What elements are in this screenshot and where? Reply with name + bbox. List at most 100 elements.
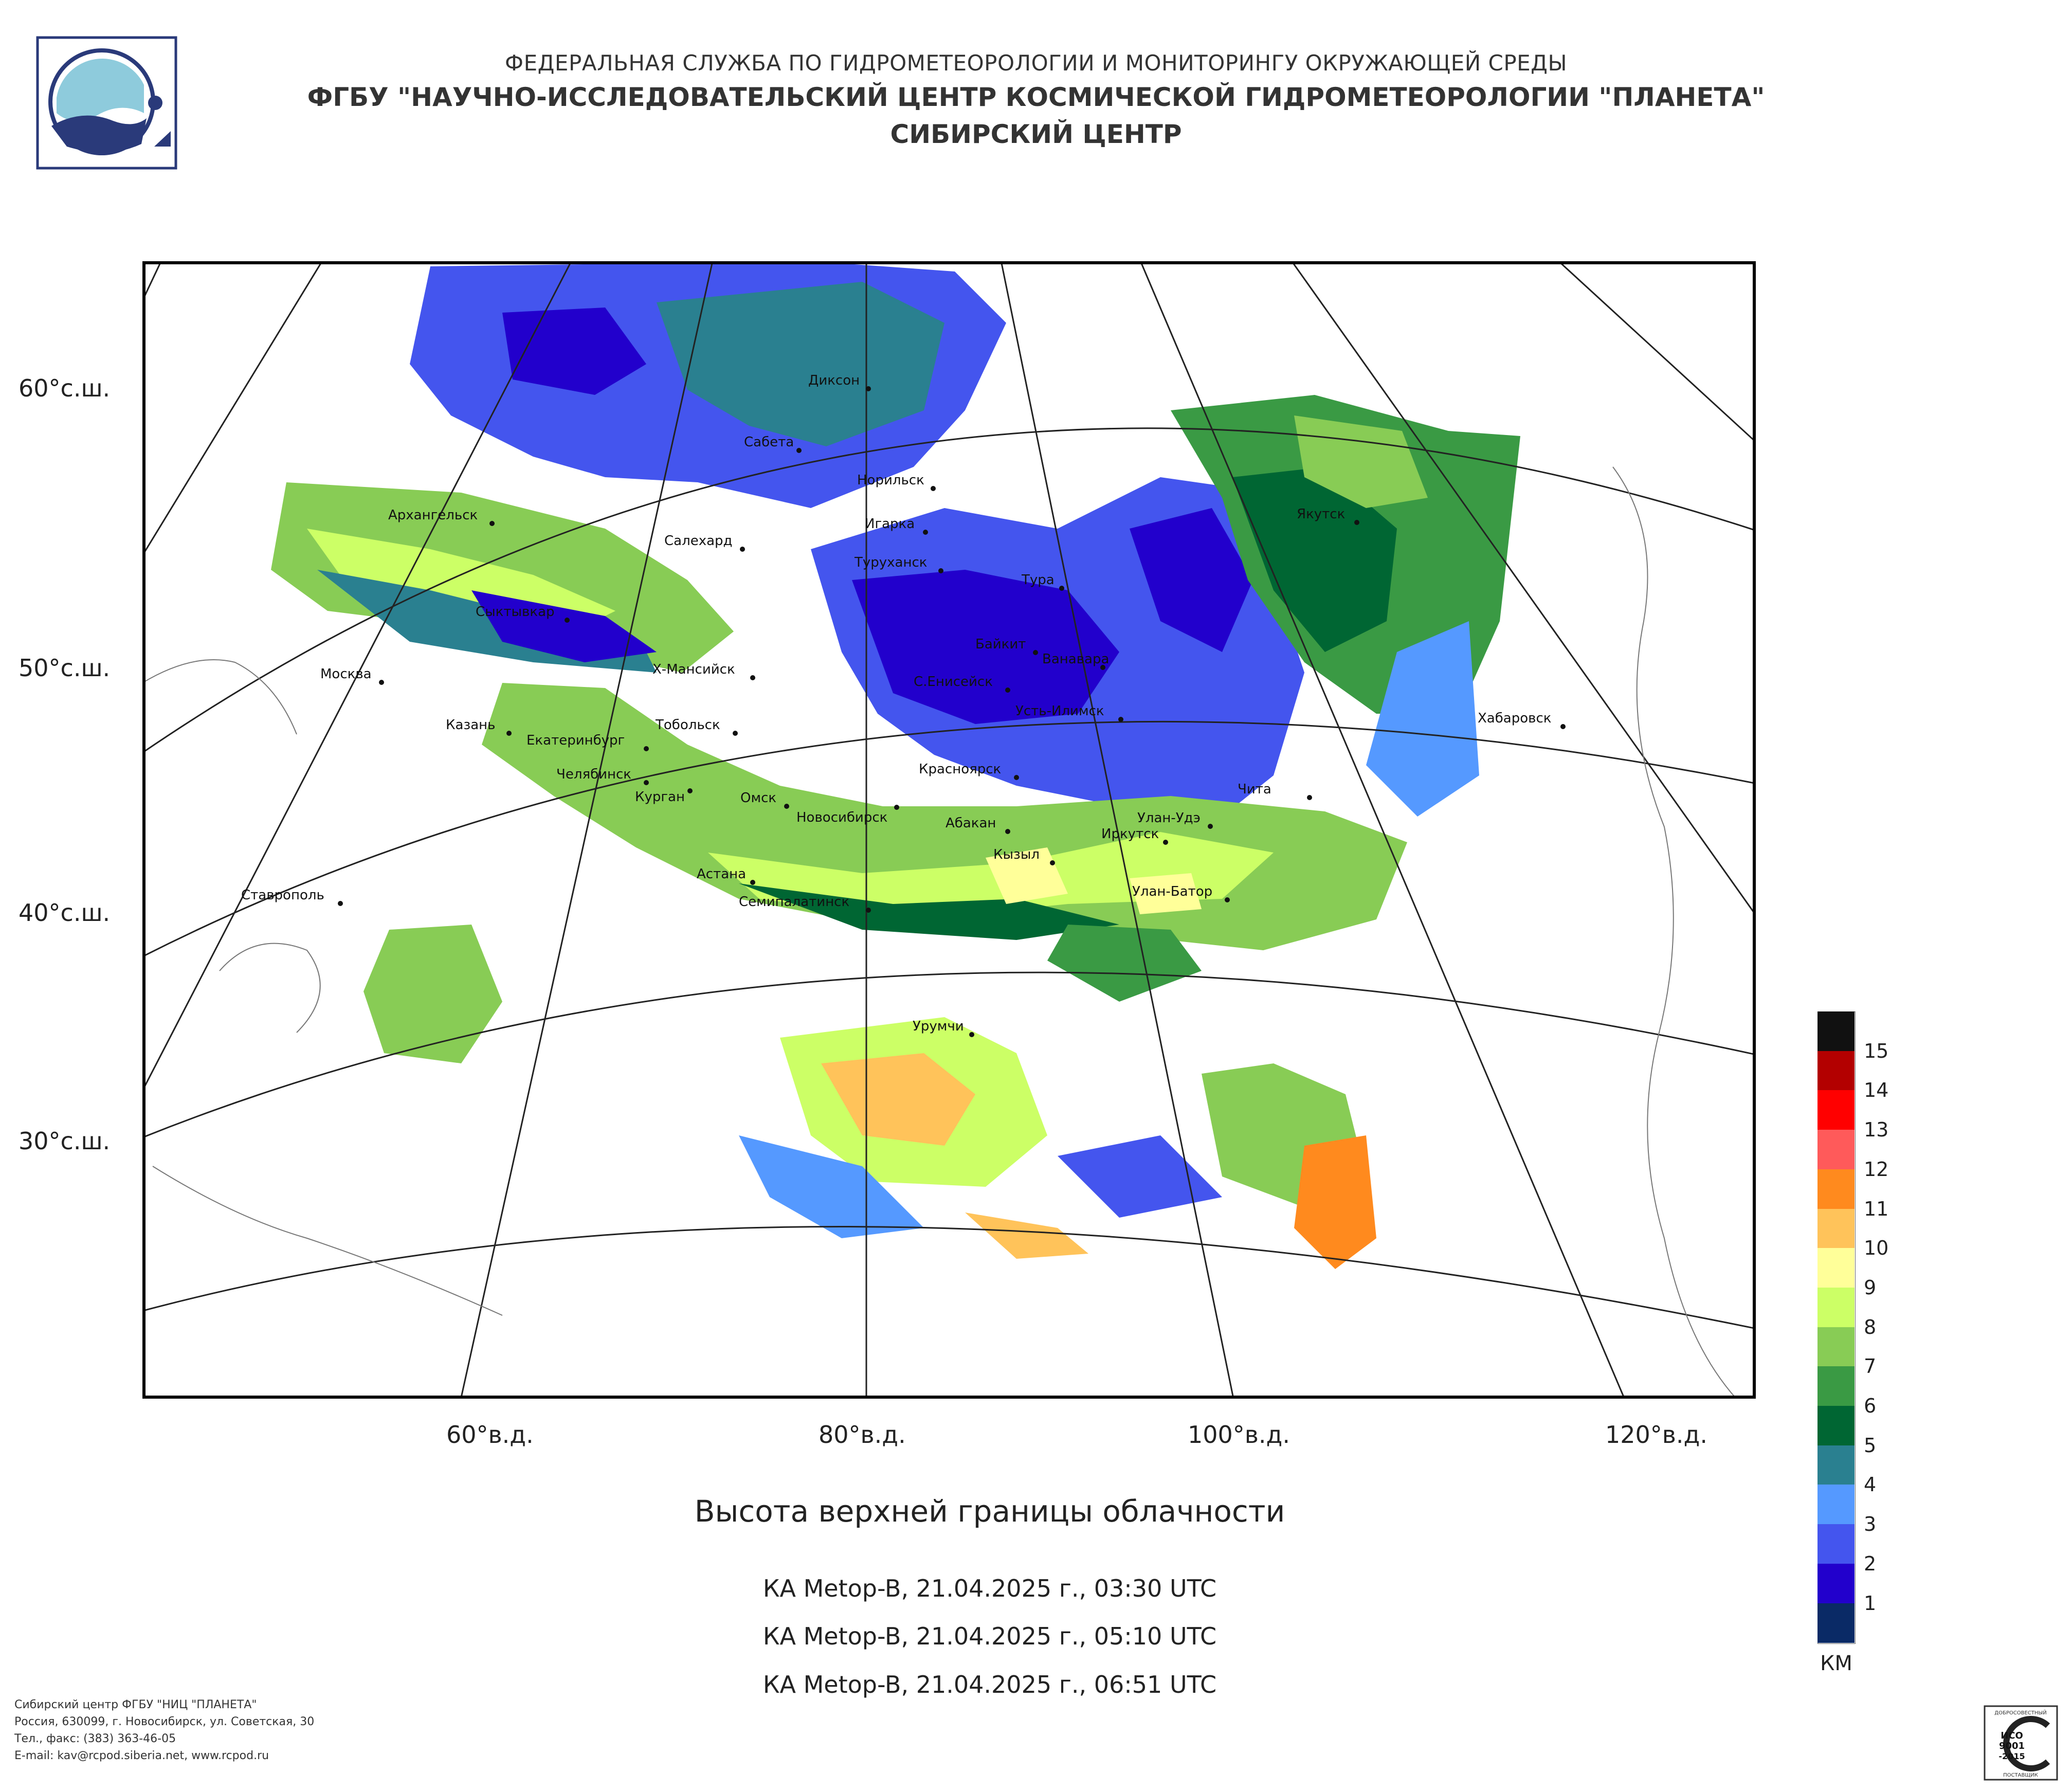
- city-dot: [923, 530, 928, 535]
- legend-swatch: [1817, 1524, 1855, 1564]
- legend-level-label: 12: [1864, 1157, 1889, 1181]
- lon-label-100: 100°в.д.: [1188, 1421, 1290, 1449]
- legend-swatch: [1817, 1090, 1855, 1130]
- svg-text:9001: 9001: [1999, 1741, 2025, 1751]
- city-label: Омск: [740, 790, 776, 806]
- city-label: Ставрополь: [241, 888, 324, 903]
- city-dot: [750, 675, 755, 680]
- legend-swatch: [1817, 1011, 1855, 1051]
- legend-swatch: [1817, 1248, 1855, 1288]
- city-dot: [1050, 860, 1055, 865]
- city-label: Семипалатинск: [739, 894, 849, 910]
- legend-swatch: [1817, 1287, 1855, 1327]
- legend-level-label: 8: [1864, 1315, 1877, 1338]
- city-dot: [1100, 665, 1105, 670]
- legend-swatch: [1817, 1130, 1855, 1170]
- legend-level-label: 9: [1864, 1276, 1877, 1299]
- legend-swatch: [1817, 1366, 1855, 1406]
- svg-text:ИСО: ИСО: [2001, 1730, 2023, 1741]
- lon-label-80: 80°в.д.: [819, 1421, 906, 1449]
- city-dot: [1118, 717, 1123, 722]
- city-dot: [1225, 897, 1230, 902]
- city-label: Игарка: [865, 516, 915, 532]
- city-dot: [1014, 775, 1019, 780]
- city-label: С.Енисейск: [914, 674, 993, 690]
- footer-address: Россия, 630099, г. Новосибирск, ул. Сове…: [14, 1715, 315, 1728]
- city-label: Урумчи: [913, 1019, 964, 1034]
- legend-level-label: 11: [1864, 1197, 1889, 1220]
- footer-org: Сибирский центр ФГБУ "НИЦ "ПЛАНЕТА": [14, 1698, 257, 1711]
- city-label: Чита: [1238, 782, 1271, 797]
- legend-swatch: [1817, 1406, 1855, 1445]
- legend-level-label: 5: [1864, 1434, 1877, 1457]
- city-dot: [796, 448, 802, 453]
- city-label: Казань: [446, 717, 495, 733]
- city-label: Архангельск: [388, 508, 478, 523]
- city-dot: [1163, 840, 1168, 845]
- city-label: Астана: [697, 866, 746, 882]
- legend-swatch: [1817, 1051, 1855, 1091]
- lat-label-30: 30°с.ш.: [19, 1127, 111, 1155]
- city-dot: [1354, 520, 1359, 525]
- city-dot: [1033, 650, 1038, 655]
- city-dot: [1005, 688, 1010, 693]
- graticule: [142, 261, 1756, 1399]
- city-dot: [784, 804, 789, 809]
- header-institute: ФГБУ "НАУЧНО-ИССЛЕДОВАТЕЛЬСКИЙ ЦЕНТР КОС…: [307, 82, 1765, 112]
- lon-label-120: 120°в.д.: [1605, 1421, 1707, 1449]
- city-label: Абакан: [946, 816, 996, 831]
- city-dot: [687, 788, 693, 793]
- city-label: Сыктывкар: [476, 604, 555, 620]
- city-dot: [1560, 724, 1566, 729]
- lat-label-50: 50°с.ш.: [19, 654, 111, 682]
- legend-swatch: [1817, 1445, 1855, 1485]
- city-dot: [1005, 829, 1010, 834]
- city-dot: [644, 780, 649, 785]
- city-dot: [506, 731, 512, 736]
- city-dot: [931, 486, 936, 491]
- city-label: Тобольск: [655, 717, 720, 733]
- city-label: Красноярск: [919, 762, 1001, 777]
- svg-text:ДОБРОСОВЕСТНЫЙ: ДОБРОСОВЕСТНЫЙ: [1994, 1709, 2046, 1716]
- city-dot: [1059, 586, 1064, 591]
- legend-level-label: 13: [1864, 1118, 1889, 1142]
- planeta-logo: [36, 36, 177, 170]
- city-label: Хабаровск: [1478, 711, 1551, 726]
- city-label: Москва: [320, 666, 372, 682]
- legend-level-label: 7: [1864, 1355, 1877, 1378]
- legend-swatch: [1817, 1485, 1855, 1525]
- city-label: Улан-Батор: [1132, 884, 1212, 899]
- city-dot: [338, 901, 343, 906]
- city-dot: [894, 805, 899, 810]
- iso-certification-badge: ДОБРОСОВЕСТНЫЙ ИСО 9001 -2015 ПОСТАВЩИК: [1984, 1705, 2058, 1781]
- city-dot: [750, 880, 755, 885]
- city-label: Салехард: [664, 533, 733, 549]
- legend-swatch: [1817, 1169, 1855, 1209]
- city-label: Ванавара: [1042, 652, 1109, 667]
- legend-level-label: 2: [1864, 1552, 1877, 1575]
- city-label: Норильск: [857, 473, 924, 488]
- legend-swatch: [1817, 1603, 1855, 1643]
- city-dot: [740, 547, 745, 552]
- legend-swatch: [1817, 1327, 1855, 1367]
- city-dot: [1307, 795, 1312, 800]
- city-label: Екатеринбург: [526, 733, 625, 748]
- city-label: Улан-Удэ: [1137, 810, 1201, 826]
- svg-text:ПОСТАВЩИК: ПОСТАВЩИК: [2003, 1772, 2038, 1778]
- cloud-swath: [250, 261, 1561, 1290]
- city-label: Иркутск: [1101, 826, 1159, 842]
- cloud-top-height-map: Диксон Сабета Норильск Игарка Туруханск …: [142, 261, 1756, 1399]
- map-title: Высота верхней границы облачности: [694, 1494, 1285, 1529]
- city-label: Кызыл: [993, 847, 1040, 862]
- city-label: Байкит: [975, 637, 1026, 652]
- footer-phone: Тел., факс: (383) 363-46-05: [14, 1732, 176, 1745]
- city-dot: [866, 386, 871, 391]
- satellite-pass-2: КА Metop-B, 21.04.2025 г., 05:10 UTC: [762, 1622, 1217, 1650]
- legend-level-label: 4: [1864, 1473, 1877, 1496]
- svg-text:-2015: -2015: [1998, 1751, 2025, 1761]
- legend-level-label: 3: [1864, 1513, 1877, 1536]
- lat-label-40: 40°с.ш.: [19, 899, 111, 927]
- city-label: Челябинск: [556, 767, 631, 782]
- city-dot: [644, 746, 649, 751]
- satellite-pass-1: КА Metop-B, 21.04.2025 г., 03:30 UTC: [762, 1575, 1217, 1602]
